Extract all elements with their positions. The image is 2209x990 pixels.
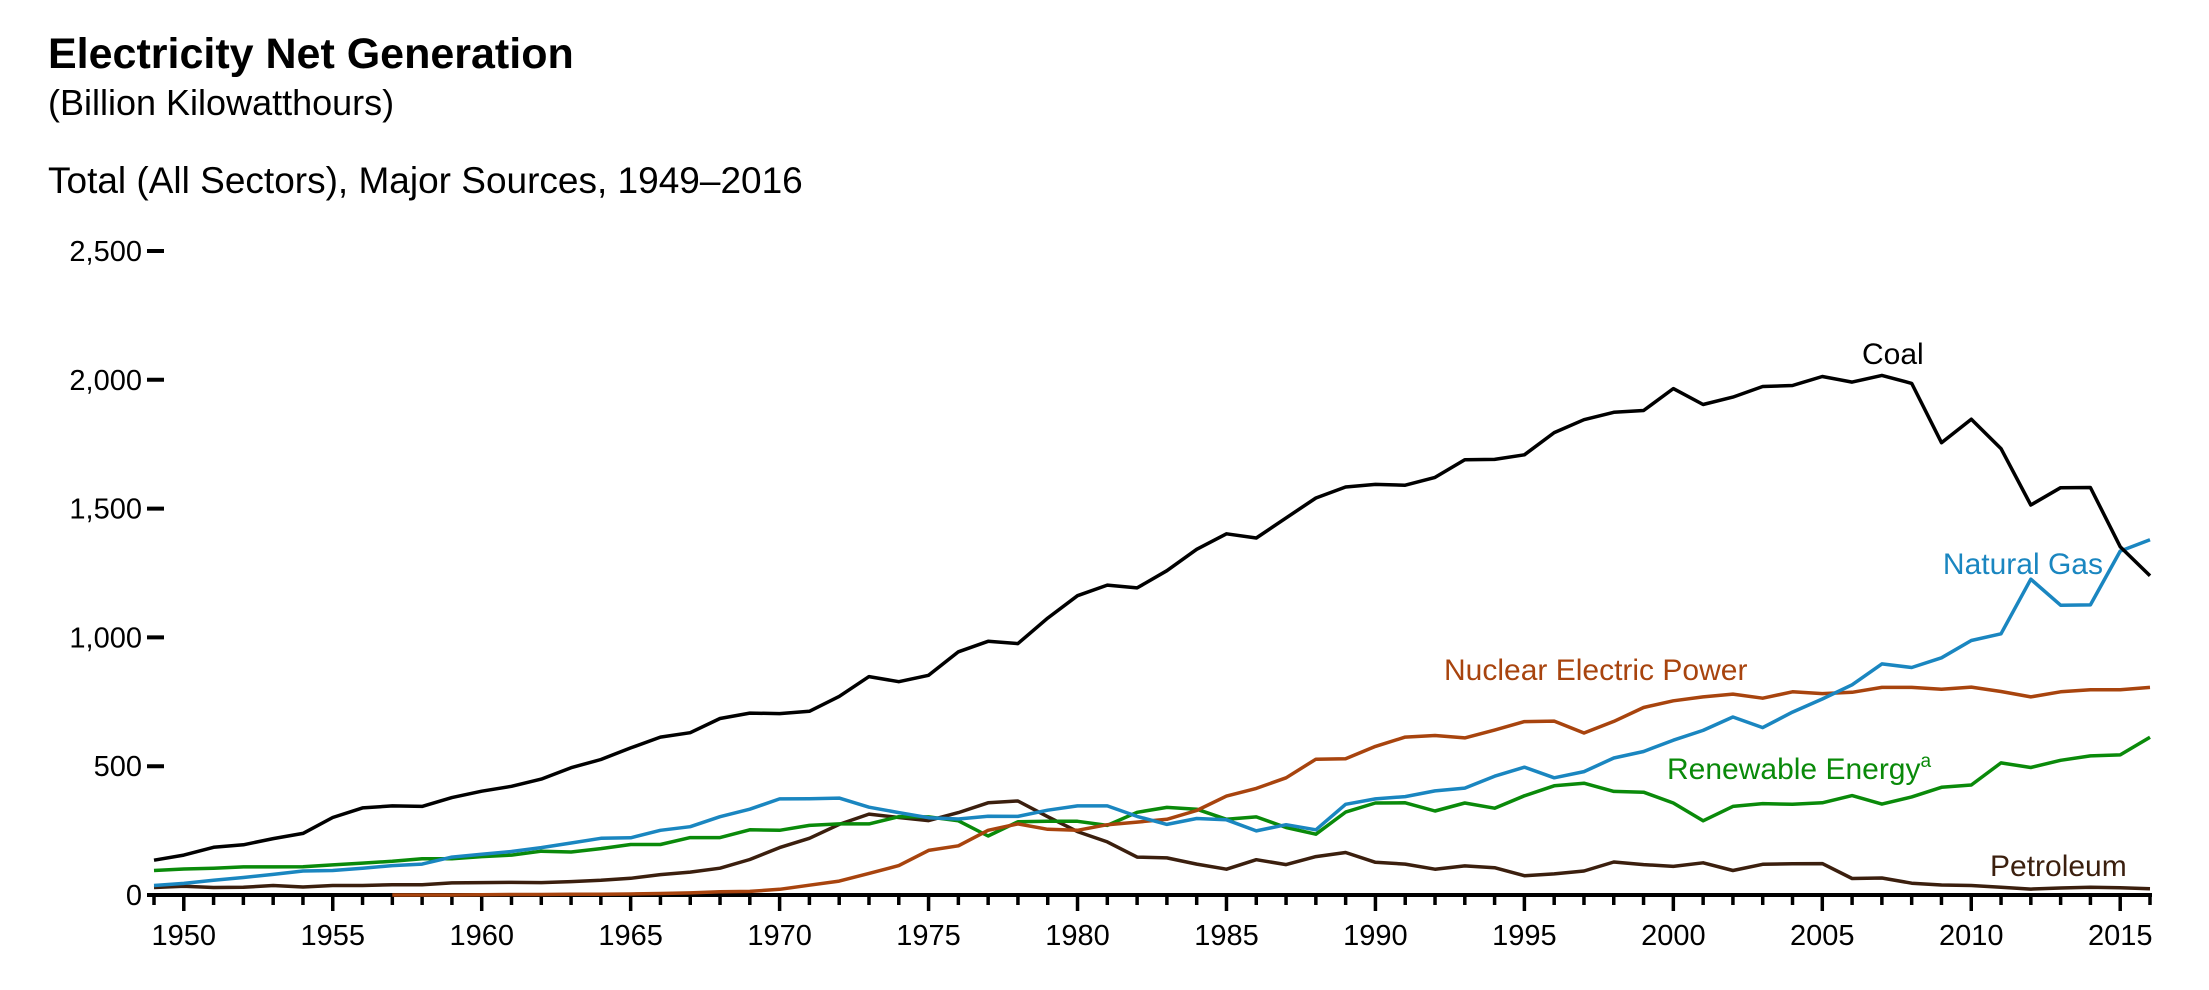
x-tick-label: 1975 bbox=[896, 920, 961, 952]
series-line-coal bbox=[153, 373, 2152, 862]
x-tick-label: 2005 bbox=[1790, 920, 1855, 952]
chart-subtitle: (Billion Kilowatthours) bbox=[48, 82, 395, 123]
series-line-natural-gas bbox=[153, 538, 2151, 888]
y-tick-label: 1,000 bbox=[69, 622, 142, 654]
series-label-renewable: Renewable Energya bbox=[1667, 751, 1932, 786]
x-tick-label: 2000 bbox=[1641, 920, 1706, 952]
series-line-renewable-energy bbox=[153, 735, 2151, 873]
series-label-natural-gas: Natural Gas bbox=[1943, 548, 2103, 581]
series-label-nuclear: Nuclear Electric Power bbox=[1444, 654, 1747, 687]
x-tick-label: 2015 bbox=[2088, 920, 2153, 952]
x-tick-label: 1970 bbox=[747, 920, 812, 952]
x-tick-label: 1985 bbox=[1194, 920, 1259, 952]
series-line-nuclear-electric-power bbox=[392, 685, 2151, 897]
axes: 0 500 1,000 1,500 2,000 2,500 1950 1955 1960 1965… bbox=[69, 236, 2152, 952]
series-label-renewable-text: Renewable Energy bbox=[1667, 753, 1921, 786]
x-tick-label: 1965 bbox=[598, 920, 663, 952]
x-tick-label: 1960 bbox=[449, 920, 514, 952]
x-tick-label: 2010 bbox=[1939, 920, 2004, 952]
series-labels: Coal Natural Gas Nuclear Electric Power … bbox=[1444, 338, 2127, 883]
x-tick-label: 1990 bbox=[1343, 920, 1408, 952]
x-tick-label: 1980 bbox=[1045, 920, 1110, 952]
series-label-coal: Coal bbox=[1862, 338, 1924, 371]
x-tick-label: 1955 bbox=[300, 920, 365, 952]
panel-title: Total (All Sectors), Major Sources, 1949… bbox=[48, 160, 803, 201]
y-tick-label: 0 bbox=[126, 880, 142, 912]
y-tick-label: 2,500 bbox=[69, 236, 142, 268]
x-tick-label: 1995 bbox=[1492, 920, 1557, 952]
y-tick-label: 2,000 bbox=[69, 365, 142, 397]
chart-title: Electricity Net Generation bbox=[48, 30, 574, 78]
x-tick-label: 1950 bbox=[152, 920, 217, 952]
y-tick-label: 1,500 bbox=[69, 494, 142, 526]
series-label-petroleum: Petroleum bbox=[1990, 850, 2127, 883]
series-line-petroleum bbox=[153, 799, 2151, 891]
series-label-renewable-superscript: a bbox=[1921, 751, 1932, 772]
y-tick-label: 500 bbox=[94, 751, 142, 783]
series-lines bbox=[153, 373, 2152, 897]
